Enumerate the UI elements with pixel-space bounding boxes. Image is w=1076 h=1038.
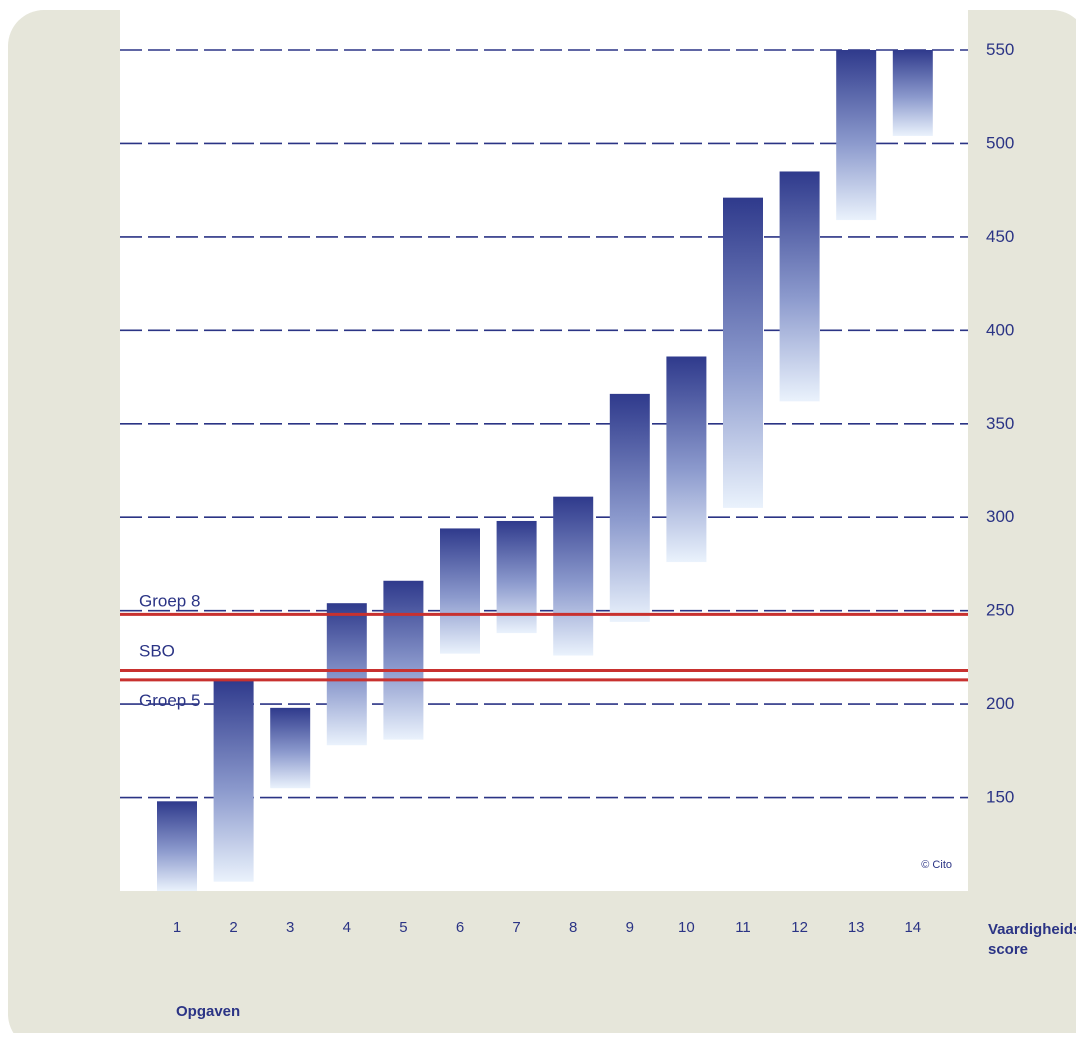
bar-1 (157, 801, 197, 891)
bar-9 (609, 393, 650, 622)
reference-line-layer: Groep 8 SBO Groep 5 (120, 591, 968, 710)
bar-layer (157, 50, 933, 891)
bar-10 (666, 356, 707, 563)
x-tick-label-7: 7 (512, 919, 520, 936)
x-tick-label-1: 1 (173, 919, 181, 936)
y-tick-label-400: 400 (986, 320, 1014, 339)
x-tick-label-9: 9 (626, 919, 634, 936)
bar-6 (440, 528, 480, 654)
bar-8 (553, 496, 594, 656)
bar-4 (326, 603, 367, 746)
y-tick-label-250: 250 (986, 601, 1014, 620)
y-tick-label-350: 350 (986, 414, 1014, 433)
x-tick-label-14: 14 (904, 919, 921, 936)
bar-13 (836, 50, 877, 221)
x-tick-label-8: 8 (569, 919, 577, 936)
y-axis-label-line2: score (988, 941, 1028, 958)
x-tick-label-10: 10 (678, 919, 695, 936)
copyright-annotation: © Cito (921, 859, 952, 871)
reference-label-groep-8: Groep 8 (139, 591, 200, 610)
plot-area (120, 0, 968, 891)
bar-12 (779, 171, 820, 402)
bar-5 (383, 580, 424, 740)
x-tick-label-6: 6 (456, 919, 464, 936)
y-tick-label-200: 200 (986, 694, 1014, 713)
bar-11 (723, 197, 763, 508)
bar-14 (892, 50, 933, 136)
reference-label-groep-5: Groep 5 (139, 691, 200, 710)
x-tick-label-13: 13 (848, 919, 865, 936)
x-tick-label-2: 2 (229, 919, 237, 936)
y-tick-label-150: 150 (986, 788, 1014, 807)
x-tick-label-4: 4 (343, 919, 351, 936)
x-axis-label: Opgaven (176, 1003, 240, 1020)
reference-label-sbo: SBO (139, 641, 175, 660)
x-tick-label-12: 12 (791, 919, 808, 936)
y-tick-label-550: 550 (986, 40, 1014, 59)
bar-2 (213, 679, 254, 882)
y-tick-label-300: 300 (986, 507, 1014, 526)
x-tick-label-11: 11 (735, 919, 751, 936)
grid-layer (120, 49, 968, 799)
y-tick-label-500: 500 (986, 133, 1014, 152)
bar-7 (496, 520, 537, 634)
bar-3 (270, 707, 311, 789)
y-tick-label-450: 450 (986, 227, 1014, 246)
x-tick-label-5: 5 (399, 919, 407, 936)
x-tick-label-3: 3 (286, 919, 294, 936)
